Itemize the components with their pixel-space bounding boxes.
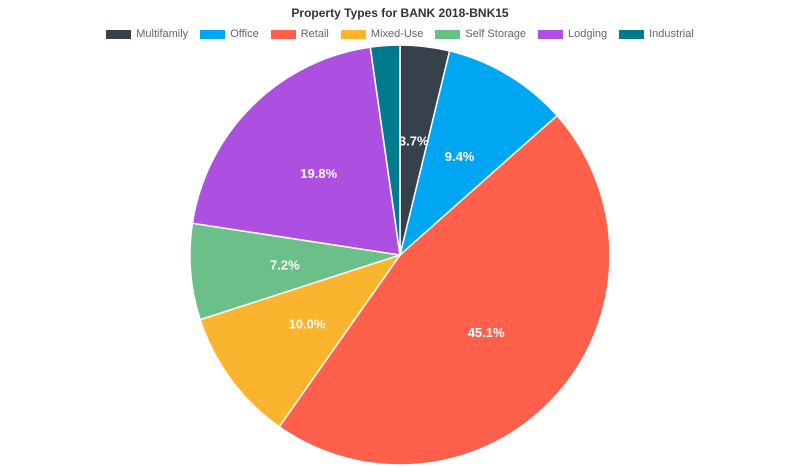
legend: Multifamily Office Retail Mixed-Use Self… [0, 28, 800, 40]
legend-label-industrial: Industrial [649, 28, 694, 40]
legend-swatch-multifamily [106, 29, 132, 39]
legend-item-mixed-use[interactable]: Mixed-Use [340, 28, 424, 40]
legend-label-mixed-use: Mixed-Use [370, 28, 424, 40]
legend-label-self-storage: Self Storage [465, 28, 526, 40]
pie-slice-lodging[interactable] [191, 46, 401, 256]
pie-label-self-storage: 7.2% [270, 257, 300, 272]
legend-item-office[interactable]: Office [200, 28, 259, 40]
pie-slice-office[interactable] [398, 50, 559, 258]
pie-slice-mixed-use[interactable] [199, 253, 402, 428]
legend-label-retail: Retail [300, 28, 329, 40]
pie-labels: 3.7% 9.4% 45.1% 10.0% 7.2% 19.8% [270, 133, 505, 340]
legend-swatch-self-storage [435, 29, 461, 39]
legend-label-multifamily: Multifamily [136, 28, 189, 40]
legend-swatch-lodging [537, 29, 563, 39]
pie-label-lodging: 19.8% [300, 166, 337, 181]
legend-item-multifamily[interactable]: Multifamily [106, 28, 188, 40]
pie-slice-retail[interactable] [278, 114, 611, 466]
chart-title: Property Types for BANK 2018-BNK15 [291, 6, 509, 20]
pie-label-mixed-use: 10.0% [289, 317, 326, 332]
legend-swatch-mixed-use [340, 29, 366, 39]
legend-swatch-office [200, 29, 226, 39]
pie-slices [189, 44, 611, 466]
legend-item-self-storage[interactable]: Self Storage [435, 28, 526, 40]
legend-item-industrial[interactable]: Industrial [619, 28, 694, 40]
legend-item-retail[interactable]: Retail [270, 28, 329, 40]
legend-label-lodging: Lodging [567, 28, 608, 40]
legend-swatch-industrial [619, 29, 645, 39]
legend-label-office: Office [230, 28, 259, 40]
pie-label-retail: 45.1% [468, 325, 505, 340]
legend-item-lodging[interactable]: Lodging [537, 28, 608, 40]
pie-slice-industrial[interactable] [369, 44, 401, 256]
pie-label-office: 9.4% [445, 149, 475, 164]
pie-label-multifamily: 3.7% [399, 133, 429, 148]
legend-swatch-retail [270, 29, 296, 39]
